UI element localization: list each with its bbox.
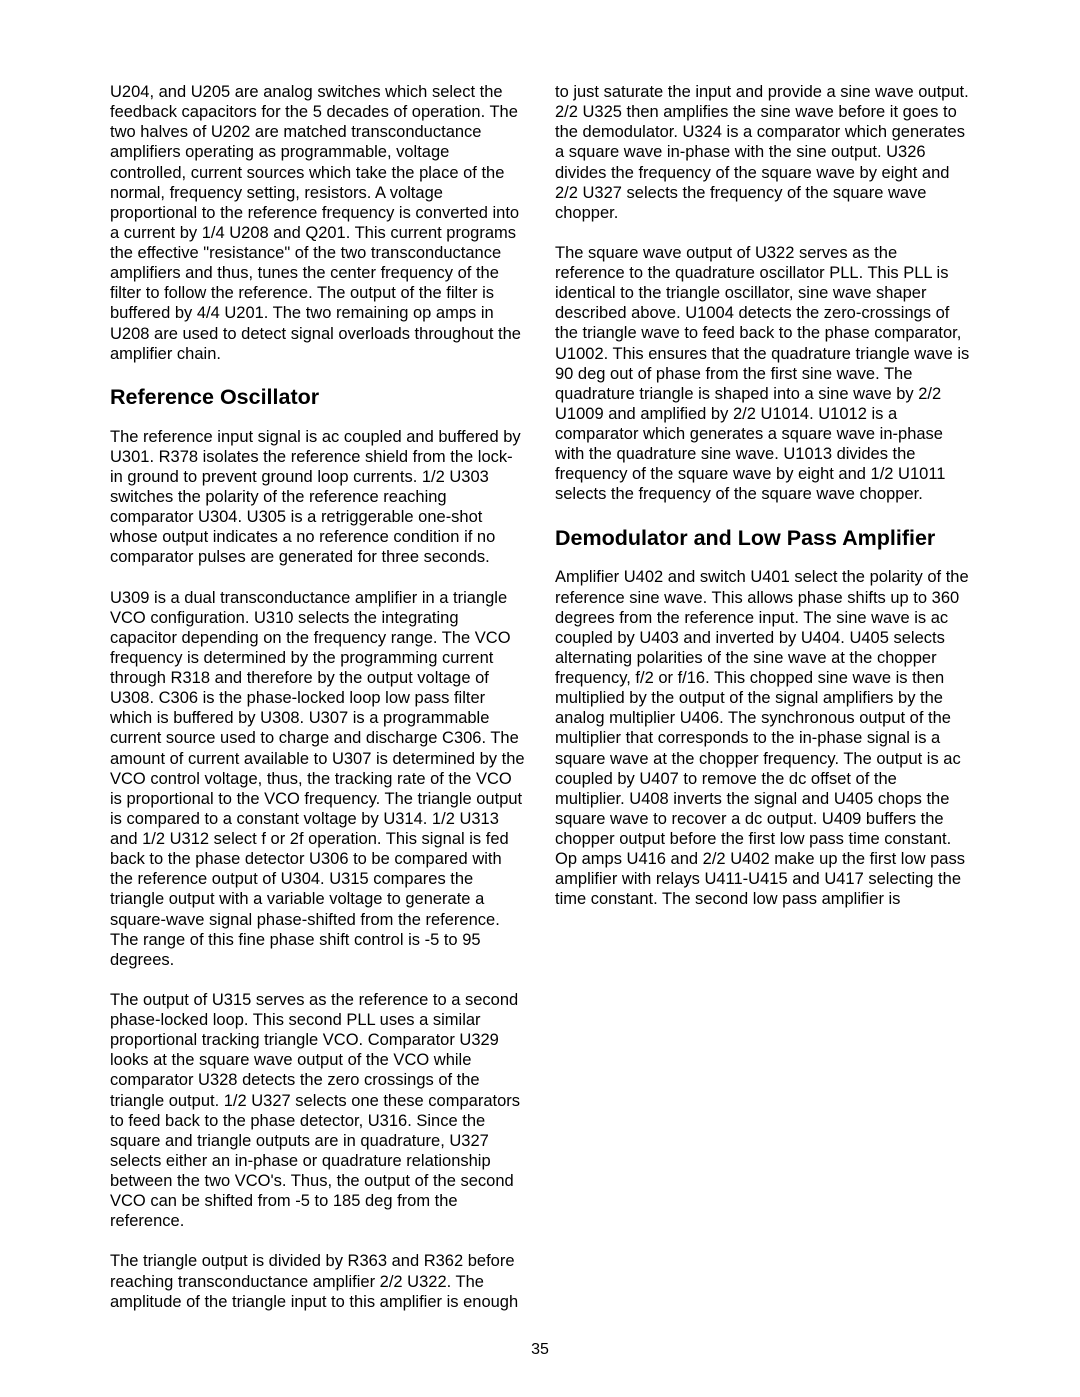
section-heading-demodulator: Demodulator and Low Pass Amplifier [555, 525, 970, 552]
paragraph: The reference input signal is ac coupled… [110, 427, 525, 568]
paragraph: The output of U315 serves as the referen… [110, 990, 525, 1232]
section-heading-reference-oscillator: Reference Oscillator [110, 384, 525, 411]
paragraph: Amplifier U402 and switch U401 select th… [555, 567, 970, 909]
page-number: 35 [0, 1341, 1080, 1359]
paragraph: U309 is a dual transconductance amplifie… [110, 588, 525, 970]
paragraph: U204, and U205 are analog switches which… [110, 82, 525, 364]
page-body: U204, and U205 are analog switches which… [110, 82, 970, 1312]
paragraph: The square wave output of U322 serves as… [555, 243, 970, 505]
